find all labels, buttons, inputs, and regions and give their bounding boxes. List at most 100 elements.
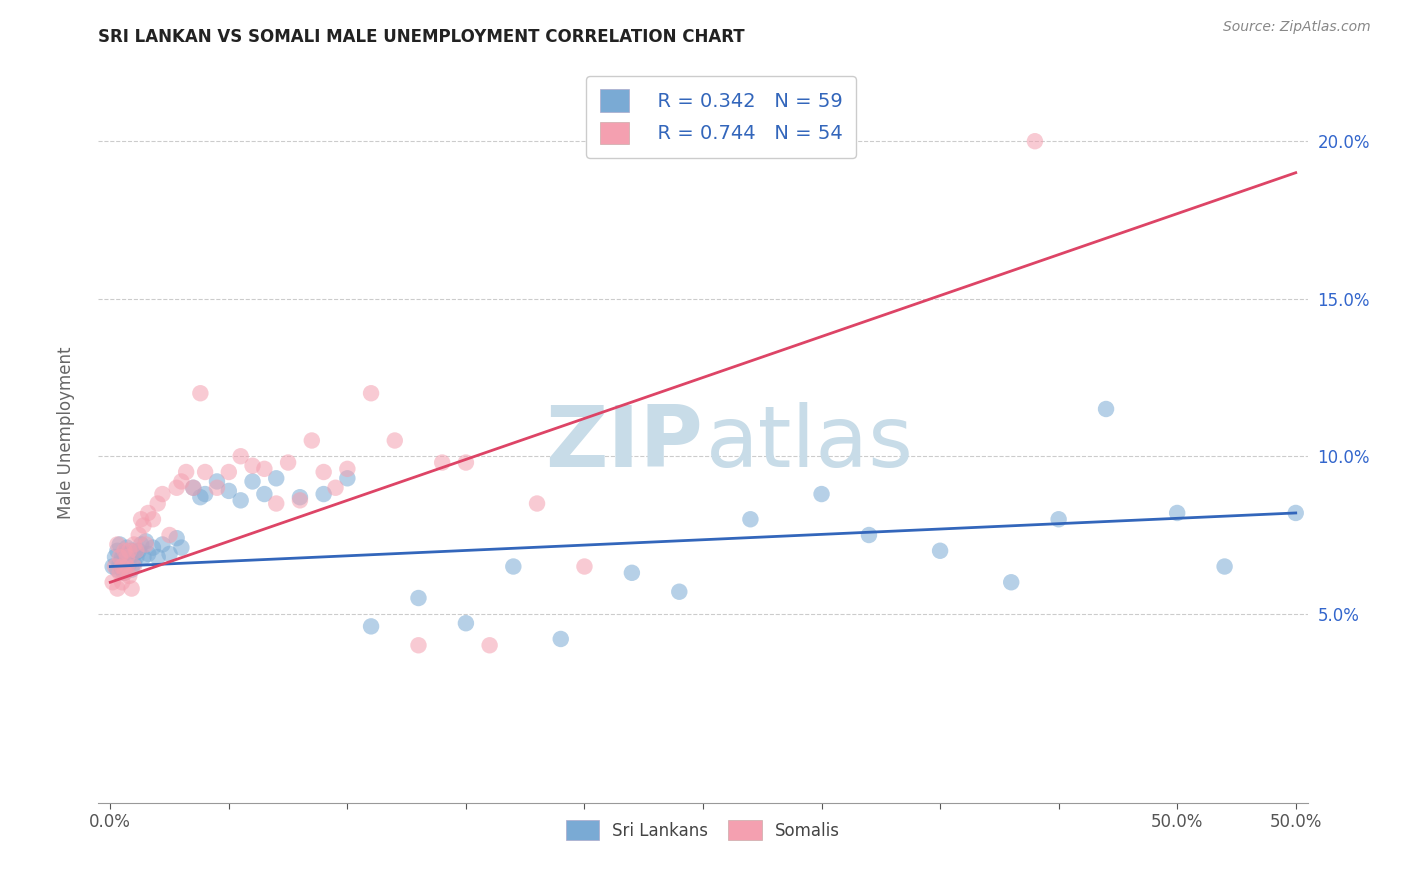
Point: [105, 543, 128, 558]
Point: [432, 456, 454, 470]
Point: [288, 493, 311, 508]
Point: [166, 481, 188, 495]
Point: [128, 543, 150, 558]
Point: [253, 487, 276, 501]
Point: [108, 557, 131, 571]
Point: [122, 547, 145, 561]
Point: [114, 566, 136, 580]
Point: [121, 543, 143, 558]
Point: [146, 496, 169, 510]
Point: [115, 550, 138, 565]
Point: [336, 471, 359, 485]
Point: [408, 638, 430, 652]
Point: [118, 557, 141, 571]
Point: [122, 537, 145, 551]
Point: [114, 543, 136, 558]
Point: [129, 537, 152, 551]
Point: [122, 559, 145, 574]
Point: [190, 490, 212, 504]
Point: [125, 550, 148, 565]
Point: [858, 528, 880, 542]
Text: Source: ZipAtlas.com: Source: ZipAtlas.com: [1223, 20, 1371, 34]
Point: [194, 465, 217, 479]
Point: [174, 465, 197, 479]
Point: [454, 616, 477, 631]
Point: [118, 569, 141, 583]
Point: [620, 566, 643, 580]
Point: [205, 481, 228, 495]
Point: [104, 559, 127, 574]
Point: [1285, 506, 1308, 520]
Point: [121, 563, 143, 577]
Point: [408, 591, 430, 605]
Point: [101, 575, 124, 590]
Point: [159, 528, 181, 542]
Point: [114, 547, 136, 561]
Point: [1095, 402, 1118, 417]
Point: [550, 632, 572, 646]
Point: [132, 550, 155, 565]
Point: [526, 496, 548, 510]
Point: [111, 563, 134, 577]
Point: [218, 465, 240, 479]
Point: [166, 531, 188, 545]
Point: [114, 566, 136, 580]
Point: [668, 584, 690, 599]
Point: [229, 449, 252, 463]
Point: [108, 550, 131, 565]
Point: [136, 506, 159, 520]
Point: [105, 582, 128, 596]
Point: [118, 543, 141, 558]
Point: [125, 543, 148, 558]
Point: [929, 543, 952, 558]
Point: [181, 481, 204, 495]
Point: [242, 458, 264, 473]
Point: [810, 487, 832, 501]
Point: [135, 534, 157, 549]
Legend: Sri Lankans, Somalis: Sri Lankans, Somalis: [560, 814, 846, 847]
Text: SRI LANKAN VS SOMALI MALE UNEMPLOYMENT CORRELATION CHART: SRI LANKAN VS SOMALI MALE UNEMPLOYMENT C…: [98, 28, 745, 45]
Point: [242, 475, 264, 489]
Point: [142, 541, 165, 555]
Point: [105, 563, 128, 577]
Point: [194, 487, 217, 501]
Point: [152, 487, 174, 501]
Point: [135, 537, 157, 551]
Point: [170, 475, 193, 489]
Point: [312, 465, 335, 479]
Point: [118, 547, 141, 561]
Point: [336, 462, 359, 476]
Point: [264, 496, 287, 510]
Point: [277, 456, 299, 470]
Point: [1024, 134, 1046, 148]
Point: [288, 490, 311, 504]
Point: [159, 547, 181, 561]
Point: [115, 541, 138, 555]
Text: ZIP: ZIP: [546, 402, 703, 485]
Point: [312, 487, 335, 501]
Point: [218, 483, 240, 498]
Point: [136, 547, 159, 561]
Point: [1166, 506, 1188, 520]
Point: [325, 481, 347, 495]
Point: [454, 456, 477, 470]
Point: [360, 619, 382, 633]
Point: [104, 550, 127, 565]
Point: [108, 566, 131, 580]
Point: [740, 512, 762, 526]
Point: [301, 434, 323, 448]
Point: [181, 481, 204, 495]
Point: [360, 386, 382, 401]
Point: [502, 559, 524, 574]
Point: [478, 638, 501, 652]
Point: [190, 386, 212, 401]
Point: [129, 512, 152, 526]
Point: [115, 559, 138, 574]
Point: [152, 537, 174, 551]
Point: [101, 559, 124, 574]
Point: [122, 557, 145, 571]
Point: [108, 537, 131, 551]
Point: [111, 550, 134, 565]
Point: [264, 471, 287, 485]
Point: [1213, 559, 1236, 574]
